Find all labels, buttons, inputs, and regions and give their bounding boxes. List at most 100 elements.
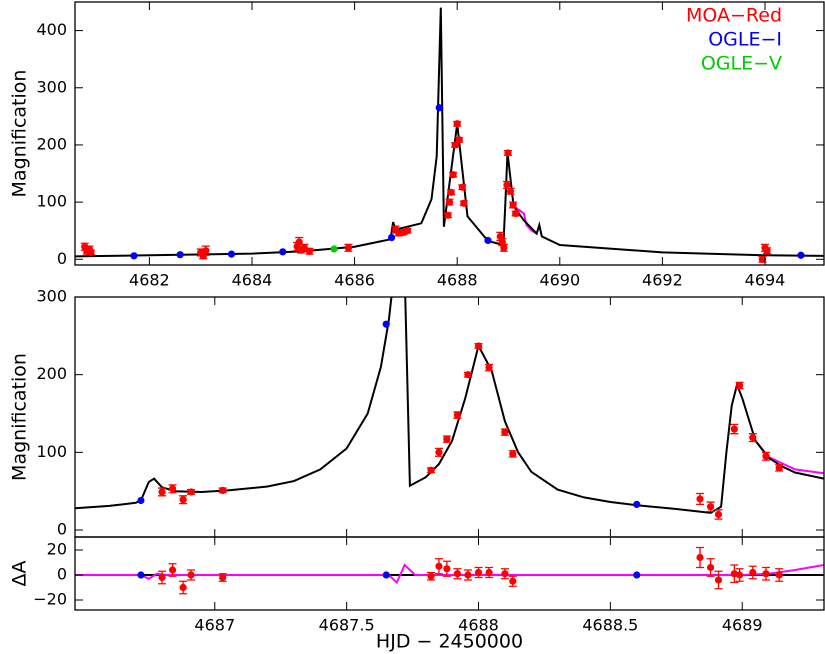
legend-entry: OGLE−V [701, 53, 782, 75]
data-point [279, 248, 287, 256]
data-point [219, 486, 227, 494]
data-point [453, 570, 462, 578]
data-point [435, 448, 443, 456]
data-point [696, 553, 704, 562]
data-point [758, 255, 767, 263]
x-tick-label: 4694 [745, 271, 786, 290]
data-point [382, 571, 390, 579]
data-point [485, 364, 493, 372]
data-point [382, 320, 390, 328]
data-point [227, 250, 236, 258]
y-tick-label: 200 [36, 364, 67, 383]
data-point [455, 136, 463, 144]
model-curve [75, 7, 824, 258]
data-point [176, 251, 184, 259]
data-point [158, 488, 166, 496]
data-point [696, 495, 704, 503]
data-point [797, 251, 805, 259]
data-point [706, 503, 715, 511]
data-point [305, 247, 314, 255]
y-tick-label: 100 [36, 442, 67, 461]
data-point [179, 496, 187, 504]
x-tick-label: 4689 [722, 616, 763, 635]
x-tick-label: 4688 [458, 616, 499, 635]
x-tick-label: 4686 [334, 271, 375, 290]
data-point [460, 199, 468, 207]
data-point [506, 187, 515, 195]
model-curve [513, 205, 538, 235]
data-point [330, 245, 338, 253]
data-point [449, 171, 457, 179]
frame [74, 296, 825, 538]
x-tick-label: 4688.5 [582, 616, 638, 635]
data-point [485, 568, 493, 577]
data-point [458, 183, 466, 191]
data-point [706, 563, 715, 572]
x-tick-label: 4687 [194, 616, 235, 635]
data-point [501, 570, 509, 578]
legend-entry: MOA−Red [686, 5, 782, 27]
data-point [179, 583, 187, 592]
data-point [503, 181, 511, 189]
data-point [443, 435, 451, 443]
data-point [453, 411, 462, 419]
data-point [137, 571, 145, 579]
data-point [168, 566, 177, 574]
plot-area [75, 297, 824, 520]
y-axis-label: ΔA [9, 561, 31, 587]
data-point [474, 568, 483, 577]
y-tick-label: 300 [36, 77, 67, 96]
y-tick-label: 100 [36, 192, 67, 211]
data-point [762, 570, 770, 578]
data-point [730, 425, 738, 433]
data-point [187, 571, 195, 579]
x-tick-label: 4687.5 [319, 616, 375, 635]
data-point [749, 568, 757, 577]
data-point [512, 209, 520, 218]
data-point [509, 577, 517, 585]
x-tick-label: 4692 [642, 271, 683, 290]
data-point [344, 244, 353, 252]
y-tick-label: 0 [57, 565, 67, 584]
data-point [453, 120, 461, 128]
data-point [633, 500, 641, 508]
x-tick-label: 4688 [437, 271, 478, 290]
data-point [714, 510, 723, 519]
data-point [168, 485, 177, 493]
y-tick-label: 400 [36, 20, 67, 39]
data-point [445, 198, 454, 206]
data-point [427, 572, 435, 580]
data-point [435, 562, 443, 570]
y-axis-label: Magnification [9, 353, 31, 481]
data-point [158, 573, 166, 582]
data-point [509, 450, 517, 458]
data-point [509, 201, 517, 209]
data-point [775, 464, 783, 472]
data-point [451, 141, 459, 149]
data-point [447, 188, 455, 196]
data-point [714, 576, 723, 584]
data-point [427, 466, 435, 474]
data-point [501, 428, 509, 436]
frame [74, 536, 825, 611]
data-point [749, 433, 757, 442]
plot-area [75, 546, 824, 595]
data-point [775, 571, 783, 579]
data-point [474, 342, 483, 350]
data-point [762, 452, 770, 460]
data-point [736, 381, 744, 390]
y-tick-label: 0 [57, 520, 67, 539]
data-point [736, 571, 744, 579]
y-tick-label: 300 [36, 287, 67, 306]
y-axis-label: Magnification [9, 70, 31, 198]
data-point [763, 247, 771, 255]
y-tick-label: 20 [47, 540, 67, 559]
x-tick-label: 4684 [232, 271, 273, 290]
data-point [484, 236, 492, 245]
data-point [443, 565, 451, 573]
data-point [435, 104, 443, 112]
model-curve [75, 297, 824, 514]
x-axis-label: HJD − 2450000 [376, 631, 523, 653]
y-tick-label: 0 [57, 249, 67, 268]
data-point [300, 244, 308, 252]
